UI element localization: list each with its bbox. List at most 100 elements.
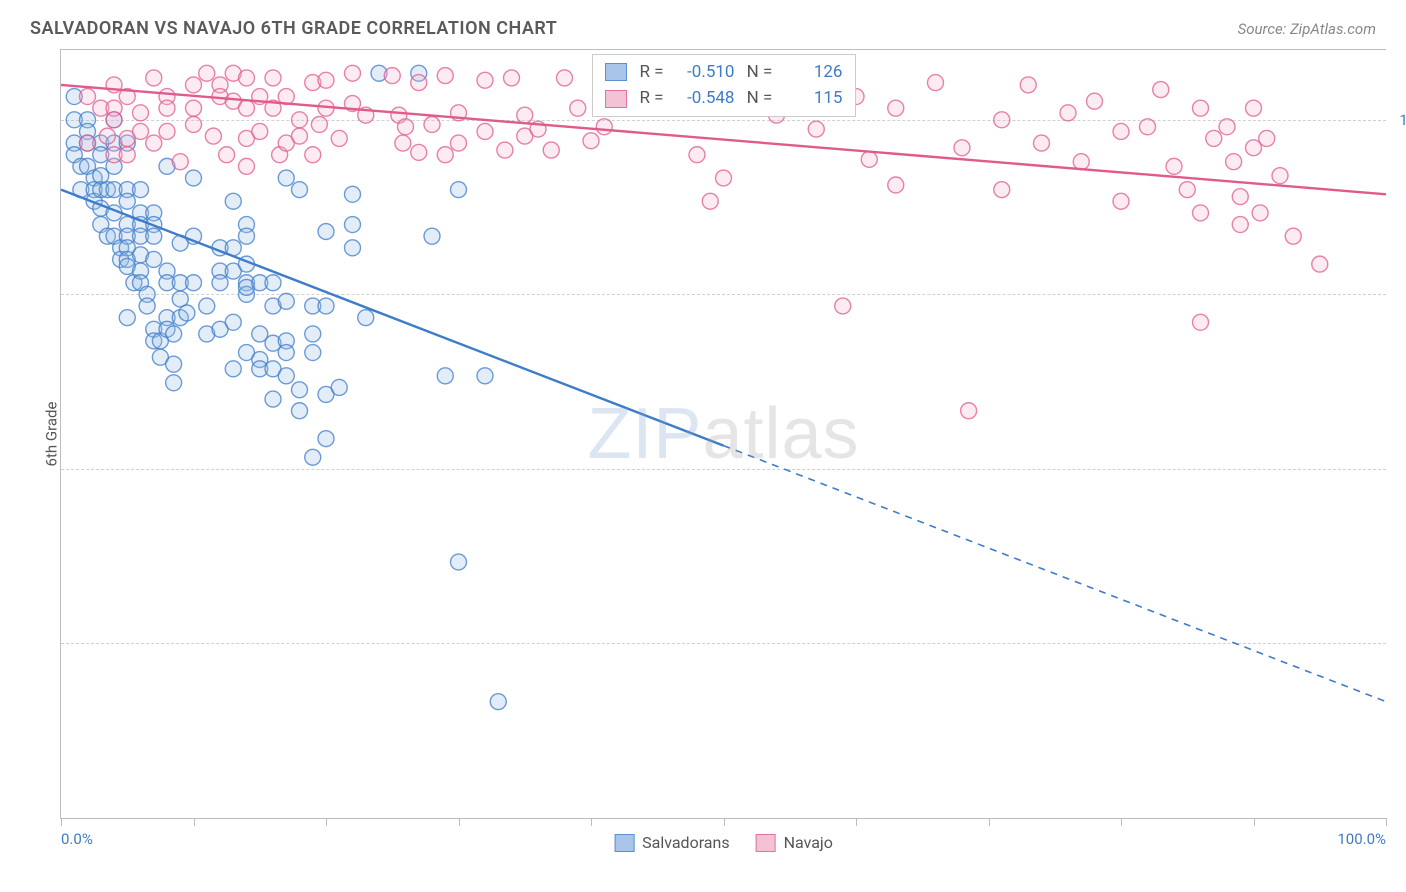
plot-area: ZIPatlas R =-0.510 N =126 R =-0.548 N =1… [60, 49, 1386, 819]
data-point [318, 298, 334, 314]
data-point [961, 403, 977, 419]
data-point [99, 128, 115, 144]
data-point [1312, 256, 1328, 272]
data-point [1193, 100, 1209, 116]
data-point [437, 368, 453, 384]
y-tick-label: 100.0% [1399, 111, 1406, 129]
r-value-navajo: -0.548 [677, 85, 735, 111]
data-point [1232, 189, 1248, 205]
data-point [225, 193, 241, 209]
header-row: SALVADORAN VS NAVAJO 6TH GRADE CORRELATI… [0, 0, 1406, 49]
data-point [517, 107, 533, 123]
data-point [557, 70, 573, 86]
data-point [119, 147, 135, 163]
data-point [345, 240, 361, 256]
x-tick [194, 818, 195, 826]
data-point [133, 123, 149, 139]
data-point [225, 314, 241, 330]
data-point [1140, 119, 1156, 135]
data-point [1193, 205, 1209, 221]
data-point [212, 275, 228, 291]
x-tick [591, 818, 592, 826]
data-point [702, 193, 718, 209]
data-point [437, 147, 453, 163]
legend-label-navajo: Navajo [784, 833, 833, 852]
data-point [305, 147, 321, 163]
legend-row-salvadorans: R =-0.510 N =126 [605, 59, 843, 85]
data-point [278, 368, 294, 384]
data-point [345, 65, 361, 81]
data-point [384, 68, 400, 84]
data-point [477, 123, 493, 139]
data-point [119, 193, 135, 209]
data-point [239, 70, 255, 86]
data-point [835, 298, 851, 314]
data-point [543, 142, 559, 158]
data-point [1246, 100, 1262, 116]
data-point [331, 379, 347, 395]
data-point [398, 119, 414, 135]
data-point [318, 224, 334, 240]
data-point [888, 177, 904, 193]
data-point [490, 694, 506, 710]
data-point [106, 112, 122, 128]
data-point [80, 89, 96, 105]
data-point [994, 112, 1010, 128]
data-point [318, 72, 334, 88]
data-point [239, 158, 255, 174]
data-point [146, 70, 162, 86]
data-point [265, 275, 281, 291]
y-axis-label: 6th Grade [42, 402, 60, 467]
x-tick [326, 818, 327, 826]
data-point [1073, 154, 1089, 170]
legend-swatch-navajo [756, 834, 776, 852]
data-point [1087, 93, 1103, 109]
data-point [292, 403, 308, 419]
data-point [292, 382, 308, 398]
data-point [133, 182, 149, 198]
data-point [1113, 123, 1129, 139]
data-point [166, 326, 182, 342]
data-point [199, 65, 215, 81]
data-point [305, 345, 321, 361]
data-point [424, 116, 440, 132]
data-point [311, 116, 327, 132]
data-point [583, 133, 599, 149]
data-point [133, 105, 149, 121]
data-point [179, 305, 195, 321]
x-tick [459, 818, 460, 826]
data-point [199, 298, 215, 314]
data-point [1113, 193, 1129, 209]
data-point [424, 228, 440, 244]
data-point [186, 116, 202, 132]
chart-title: SALVADORAN VS NAVAJO 6TH GRADE CORRELATI… [30, 18, 557, 39]
x-tick [989, 818, 990, 826]
data-point [331, 130, 347, 146]
n-value-navajo: 115 [785, 85, 843, 111]
data-point [395, 135, 411, 151]
legend-item-navajo: Navajo [756, 833, 833, 852]
data-point [239, 100, 255, 116]
data-point [888, 100, 904, 116]
data-point [1226, 154, 1242, 170]
data-point [1252, 205, 1268, 221]
correlation-legend: R =-0.510 N =126 R =-0.548 N =115 [592, 54, 856, 117]
x-tick [1386, 818, 1387, 826]
series-swatch-salvadorans [605, 63, 627, 81]
data-point [278, 170, 294, 186]
data-point [596, 119, 612, 135]
data-point [292, 182, 308, 198]
legend-swatch-salvadorans [614, 834, 634, 852]
data-point [570, 100, 586, 116]
data-point [1272, 168, 1288, 184]
data-point [861, 151, 877, 167]
x-tick [61, 818, 62, 826]
data-point [146, 228, 162, 244]
data-point [80, 135, 96, 151]
data-point [451, 182, 467, 198]
data-point [1020, 77, 1036, 93]
legend-row-navajo: R =-0.548 N =115 [605, 85, 843, 111]
data-point [305, 449, 321, 465]
chart-area: ZIPatlas R =-0.510 N =126 R =-0.548 N =1… [60, 49, 1386, 819]
data-point [252, 123, 268, 139]
